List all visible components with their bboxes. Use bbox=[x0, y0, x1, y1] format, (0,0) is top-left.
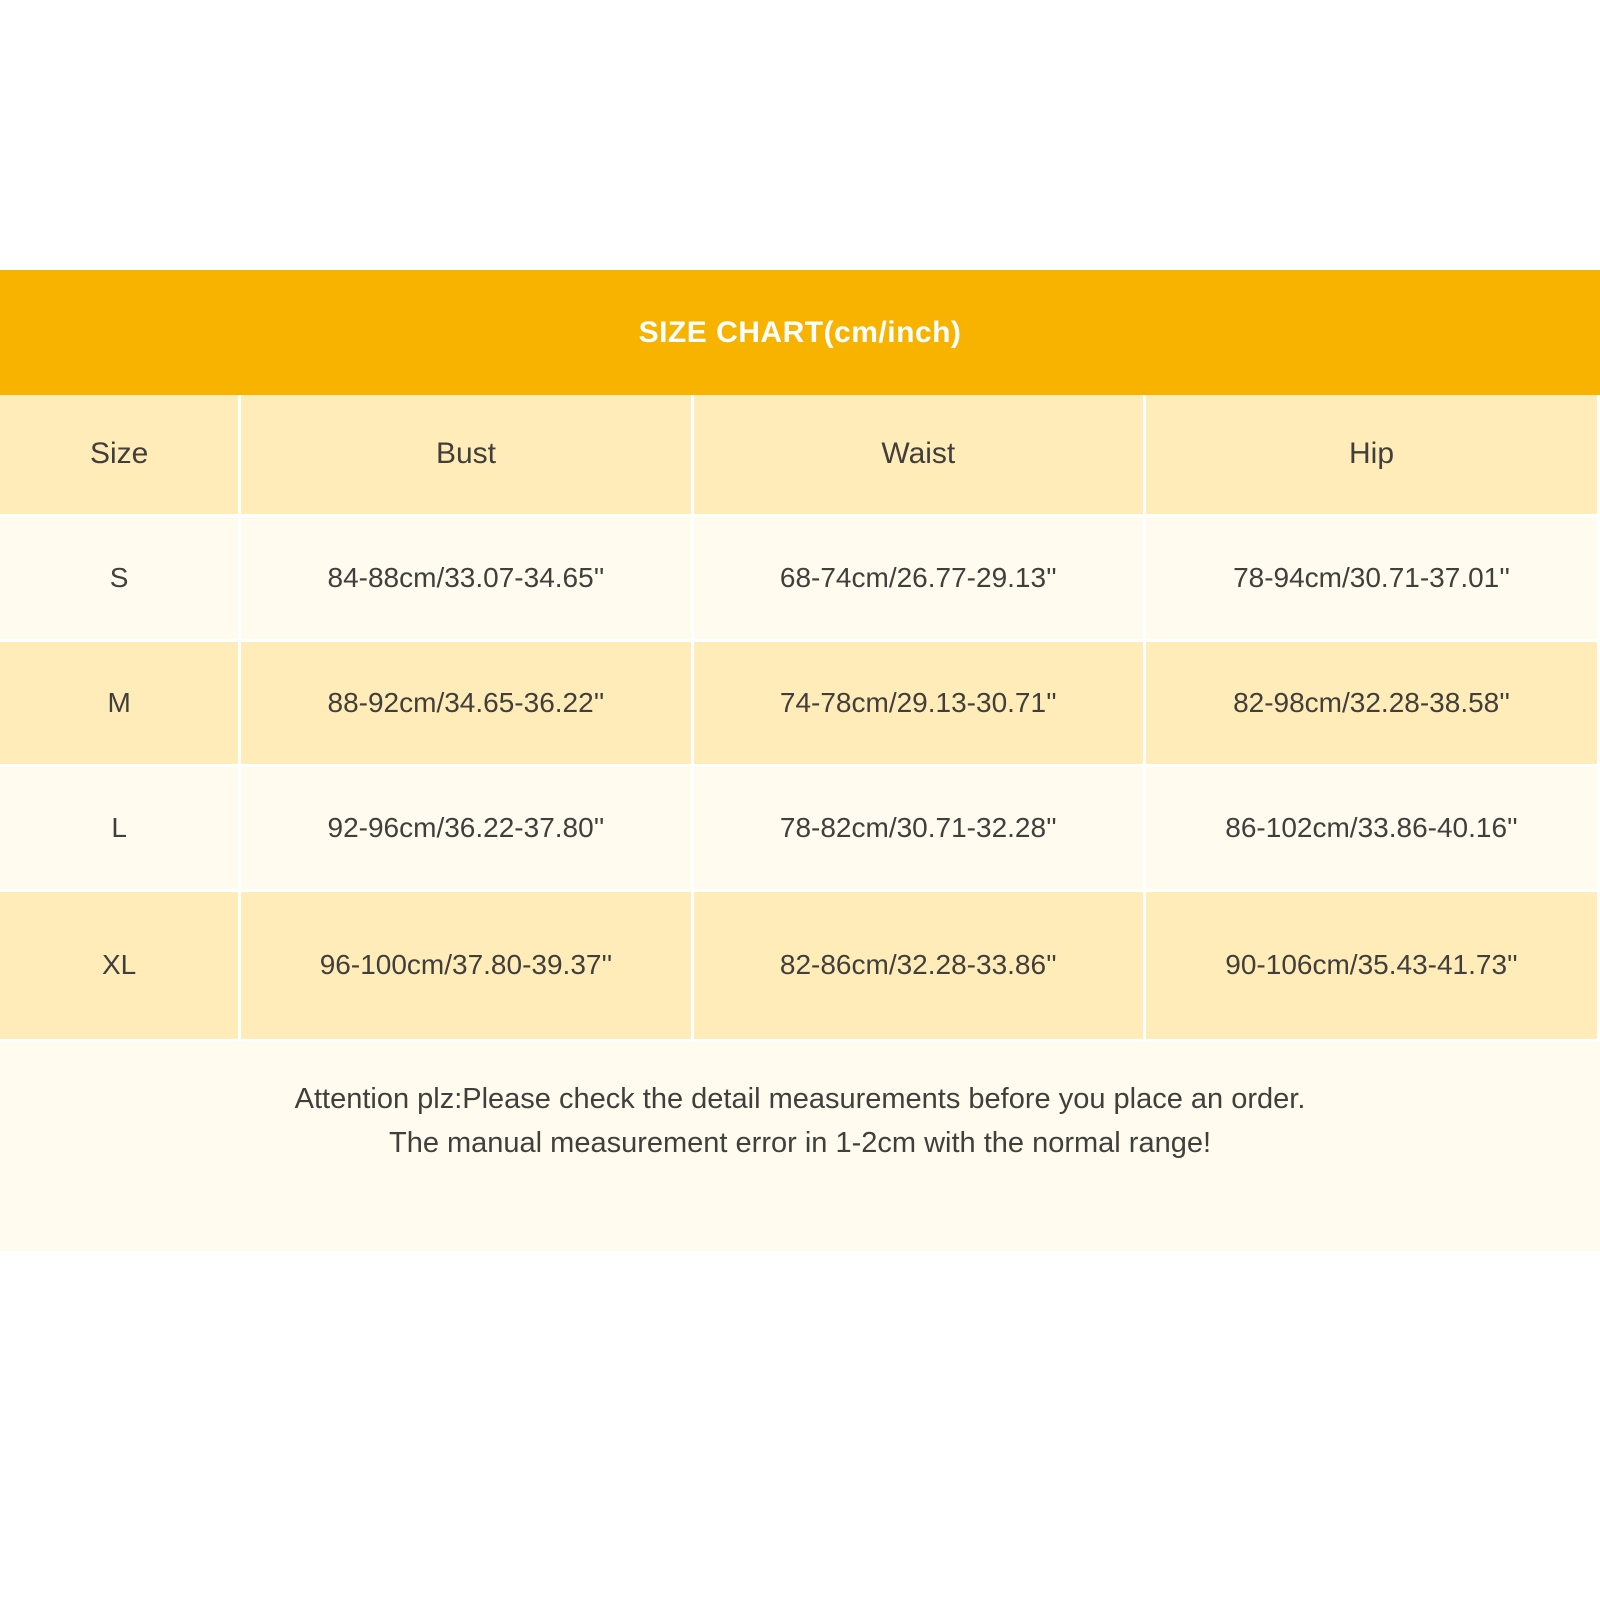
cell-hip: 82-98cm/32.28-38.58'' bbox=[1145, 640, 1599, 765]
cell-size: L bbox=[0, 765, 240, 890]
footer-line-1: Attention plz:Please check the detail me… bbox=[60, 1077, 1540, 1122]
cell-hip: 90-106cm/35.43-41.73'' bbox=[1145, 890, 1599, 1040]
cell-size: M bbox=[0, 640, 240, 765]
col-header-size: Size bbox=[0, 395, 240, 515]
table-row: L92-96cm/36.22-37.80''78-82cm/30.71-32.2… bbox=[0, 765, 1599, 890]
cell-size: XL bbox=[0, 890, 240, 1040]
cell-hip: 86-102cm/33.86-40.16'' bbox=[1145, 765, 1599, 890]
table-row: XL96-100cm/37.80-39.37''82-86cm/32.28-33… bbox=[0, 890, 1599, 1040]
table-row: S84-88cm/33.07-34.65''68-74cm/26.77-29.1… bbox=[0, 515, 1599, 640]
col-header-bust: Bust bbox=[240, 395, 692, 515]
canvas: SIZE CHART(cm/inch) SizeBustWaistHip S84… bbox=[0, 0, 1600, 1600]
cell-waist: 78-82cm/30.71-32.28'' bbox=[692, 765, 1144, 890]
table-header-row: SizeBustWaistHip bbox=[0, 395, 1599, 515]
cell-waist: 82-86cm/32.28-33.86'' bbox=[692, 890, 1144, 1040]
cell-bust: 88-92cm/34.65-36.22'' bbox=[240, 640, 692, 765]
col-header-hip: Hip bbox=[1145, 395, 1599, 515]
cell-waist: 74-78cm/29.13-30.71'' bbox=[692, 640, 1144, 765]
cell-waist: 68-74cm/26.77-29.13'' bbox=[692, 515, 1144, 640]
cell-bust: 96-100cm/37.80-39.37'' bbox=[240, 890, 692, 1040]
cell-bust: 84-88cm/33.07-34.65'' bbox=[240, 515, 692, 640]
cell-hip: 78-94cm/30.71-37.01'' bbox=[1145, 515, 1599, 640]
cell-size: S bbox=[0, 515, 240, 640]
size-chart-title: SIZE CHART(cm/inch) bbox=[0, 270, 1600, 395]
footer-line-2: The manual measurement error in 1-2cm wi… bbox=[60, 1121, 1540, 1166]
col-header-waist: Waist bbox=[692, 395, 1144, 515]
footer-note: Attention plz:Please check the detail me… bbox=[0, 1042, 1600, 1252]
table-row: M88-92cm/34.65-36.22''74-78cm/29.13-30.7… bbox=[0, 640, 1599, 765]
size-chart-block: SIZE CHART(cm/inch) SizeBustWaistHip S84… bbox=[0, 270, 1600, 1251]
size-chart-table: SizeBustWaistHip S84-88cm/33.07-34.65''6… bbox=[0, 395, 1600, 1042]
cell-bust: 92-96cm/36.22-37.80'' bbox=[240, 765, 692, 890]
